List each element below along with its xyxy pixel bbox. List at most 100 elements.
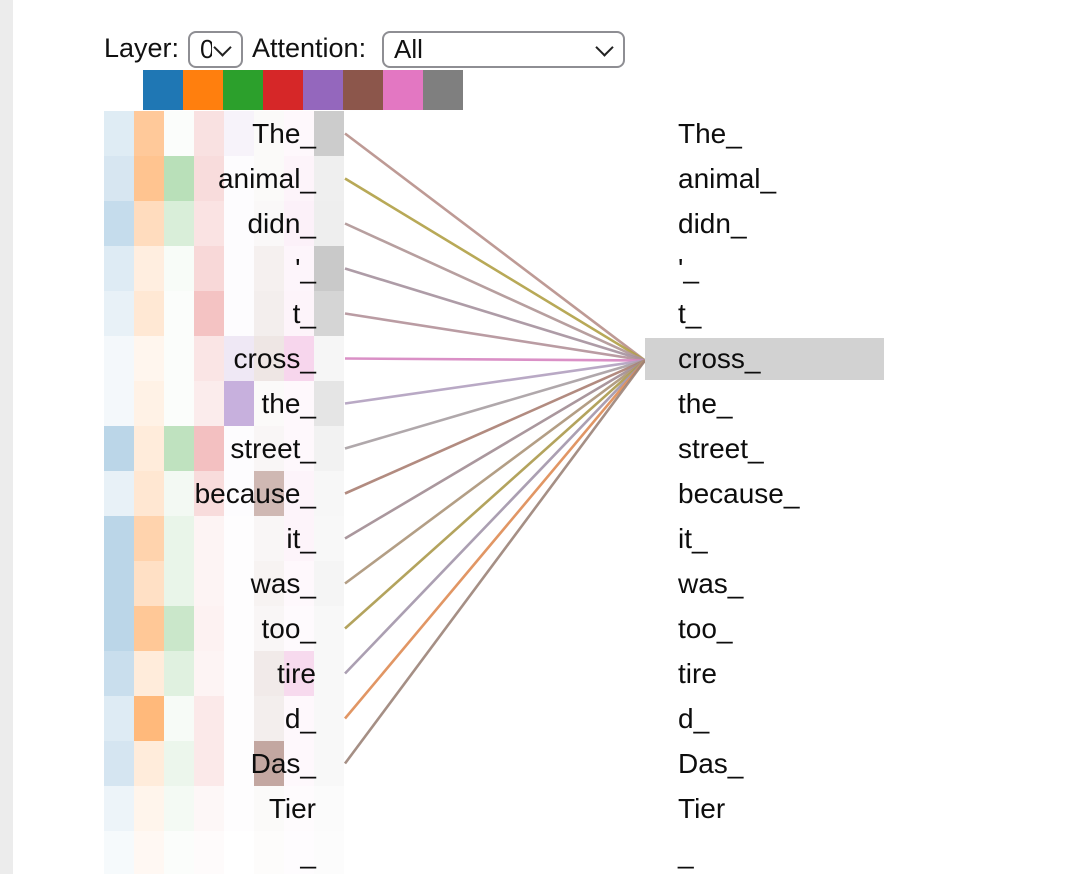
right-token-d_[interactable]: d_ [678,703,710,734]
left-token-because_[interactable]: because_ [194,478,316,509]
right-token-The_[interactable]: The_ [678,118,742,149]
heat-cell [254,336,284,381]
heat-cell [194,381,224,426]
attention-line [344,359,646,405]
heat-cell [164,471,194,516]
attention-select[interactable]: All [382,31,625,68]
right-token-it_[interactable]: it_ [678,523,708,554]
heat-cell [134,156,164,201]
right-token-Das_[interactable]: Das_ [678,748,744,779]
attention-line [344,132,646,362]
heat-cell [194,741,224,786]
left-token-was_[interactable]: was_ [250,568,316,599]
head-swatch-2[interactable] [223,70,263,110]
heat-cell [104,516,134,561]
left-token-'_[interactable]: '_ [295,253,316,284]
heat-cell [224,111,254,156]
heat-cell [314,606,344,651]
heat-cell [134,336,164,381]
heat-cell [284,201,314,246]
left-token-t_[interactable]: t_ [292,298,316,329]
heat-cell [134,561,164,606]
head-swatch-7[interactable] [423,70,463,110]
heat-cell [194,471,224,516]
left-token-_[interactable]: _ [300,838,316,869]
heat-cell [164,696,194,741]
heat-cell [194,516,224,561]
heat-cell [104,291,134,336]
right-token-didn_[interactable]: didn_ [678,208,747,239]
heat-cell [134,426,164,471]
right-token-tire[interactable]: tire [678,658,717,689]
left-token-too_[interactable]: too_ [261,613,317,644]
head-swatch-1[interactable] [183,70,223,110]
right-token-was_[interactable]: was_ [678,568,744,599]
heat-cell [134,696,164,741]
heat-cell [284,246,314,291]
head-swatch-6[interactable] [383,70,423,110]
right-token-cross_[interactable]: cross_ [678,343,761,374]
heat-cell [254,471,284,516]
heat-cell [224,381,254,426]
heat-cell [314,741,344,786]
right-token-animal_[interactable]: animal_ [678,163,777,194]
attention-line [344,312,646,362]
attention-line [344,267,646,362]
head-swatch-4[interactable] [303,70,343,110]
left-token-cross_[interactable]: cross_ [233,343,316,374]
left-token-Tier[interactable]: Tier [268,793,316,824]
heat-cell [134,651,164,696]
left-token-d_[interactable]: d_ [284,703,316,734]
right-token-street_[interactable]: street_ [678,433,764,464]
left-token-the_[interactable]: the_ [261,388,317,419]
head-swatch-3[interactable] [263,70,303,110]
heat-cell [284,651,314,696]
layer-select[interactable]: 0 [188,31,243,68]
heat-cell [254,246,284,291]
attention-label: Attention: [252,33,367,63]
heat-cell [134,606,164,651]
right-token-t_[interactable]: t_ [678,298,702,329]
heat-cell [254,741,284,786]
heat-cell [164,786,194,831]
left-token-tire[interactable]: tire [277,658,316,689]
heat-cell [284,156,314,201]
heat-cell [194,786,224,831]
heat-cell [314,156,344,201]
heat-cell [134,291,164,336]
left-token-it_[interactable]: it_ [286,523,316,554]
attention-line [344,359,646,585]
right-token-'_[interactable]: '_ [678,253,699,284]
right-token-_[interactable]: _ [678,838,694,869]
heat-cell [314,336,344,381]
heat-cell [164,201,194,246]
heat-cell [194,201,224,246]
heat-cell [104,426,134,471]
attention-line [344,359,646,450]
right-token-Tier[interactable]: Tier [678,793,726,824]
head-swatch-5[interactable] [343,70,383,110]
heat-cell [284,741,314,786]
left-token-The_[interactable]: The_ [252,118,316,149]
heat-cell [164,516,194,561]
left-token-didn_[interactable]: didn_ [247,208,316,239]
attention-line [343,359,647,765]
heat-cell [254,561,284,606]
heat-cell [284,291,314,336]
heat-cell [254,651,284,696]
selected-token-highlight [645,337,884,380]
heat-cell [134,741,164,786]
head-swatch-0[interactable] [143,70,183,110]
chevron-down-icon [595,37,614,57]
left-token-animal_[interactable]: animal_ [217,163,316,194]
head-color-palette [143,70,463,110]
left-token-street_[interactable]: street_ [230,433,316,464]
right-token-because_[interactable]: because_ [678,478,800,509]
right-token-too_[interactable]: too_ [678,613,733,644]
heat-cell [284,471,314,516]
heat-cell [104,471,134,516]
left-token-Das_[interactable]: Das_ [250,748,316,779]
right-token-the_[interactable]: the_ [678,388,733,419]
heat-cell [104,696,134,741]
